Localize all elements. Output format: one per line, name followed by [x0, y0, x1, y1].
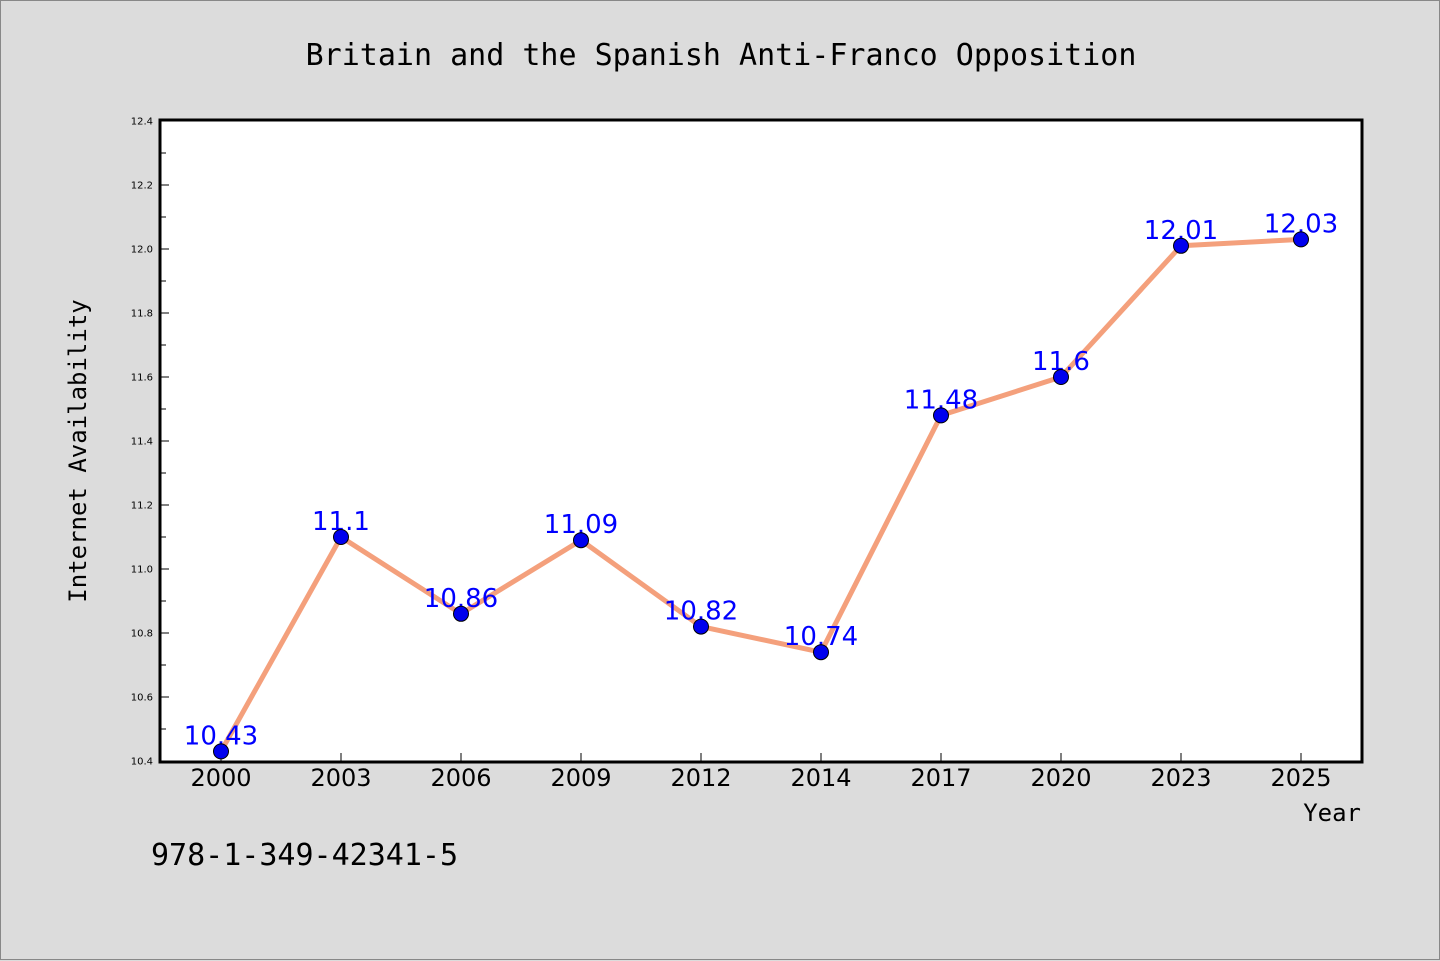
x-tick-label: 2025	[1270, 764, 1331, 792]
data-point	[453, 605, 469, 622]
isbn-text: 978-1-349-42341-5	[151, 838, 458, 873]
y-tick-label: 12.0	[131, 245, 153, 256]
y-tick-label: 11.0	[131, 565, 153, 576]
series-markers	[213, 231, 1309, 760]
x-tick-label: 2017	[910, 764, 971, 792]
x-tick-label: 2014	[790, 764, 851, 792]
y-tick-label: 12.2	[131, 181, 153, 192]
x-tick-label: 2009	[550, 764, 611, 792]
data-point	[333, 529, 349, 545]
x-tick-label: 2023	[1150, 764, 1211, 792]
data-point	[813, 644, 829, 661]
data-point	[213, 743, 229, 760]
x-axis: 2000 2003 2006 2009 2012 2014 2017 2020 2023 2025	[190, 753, 1332, 792]
x-tick-label: 2003	[310, 764, 371, 792]
data-labels: 10.4311.110.8611.0910.8210.7411.4811.612…	[184, 209, 1338, 751]
y-axis: 10.4 10.6 10.8 11.0 11.2 11.4 11.6 11.8 12.0 12.2…	[131, 117, 169, 768]
y-tick-label: 10.6	[131, 693, 153, 704]
x-axis-label: Year	[1303, 799, 1361, 827]
data-point	[1293, 231, 1309, 248]
data-point	[933, 407, 949, 424]
chart-title: Britain and the Spanish Anti-Franco Oppo…	[306, 38, 1137, 73]
y-tick-label: 11.2	[131, 501, 153, 512]
plot-area	[158, 118, 1364, 764]
y-tick-label: 11.4	[131, 437, 153, 448]
y-tick-label: 10.4	[131, 757, 153, 768]
x-tick-label: 2020	[1030, 764, 1091, 792]
data-point	[1173, 237, 1189, 254]
y-axis-label: Internet Availability	[64, 299, 92, 602]
y-tick-label: 12.4	[131, 117, 153, 128]
x-tick-label: 2012	[670, 764, 731, 792]
series-line	[218, 236, 1302, 753]
y-tick-label: 10.8	[131, 629, 153, 640]
data-point	[573, 532, 589, 549]
y-tick-label: 11.6	[131, 373, 153, 384]
x-tick-label: 2006	[430, 764, 491, 792]
data-point	[1053, 369, 1069, 385]
y-tick-label: 11.8	[131, 309, 153, 320]
data-point	[693, 618, 709, 635]
x-tick-label: 2000	[190, 764, 251, 792]
